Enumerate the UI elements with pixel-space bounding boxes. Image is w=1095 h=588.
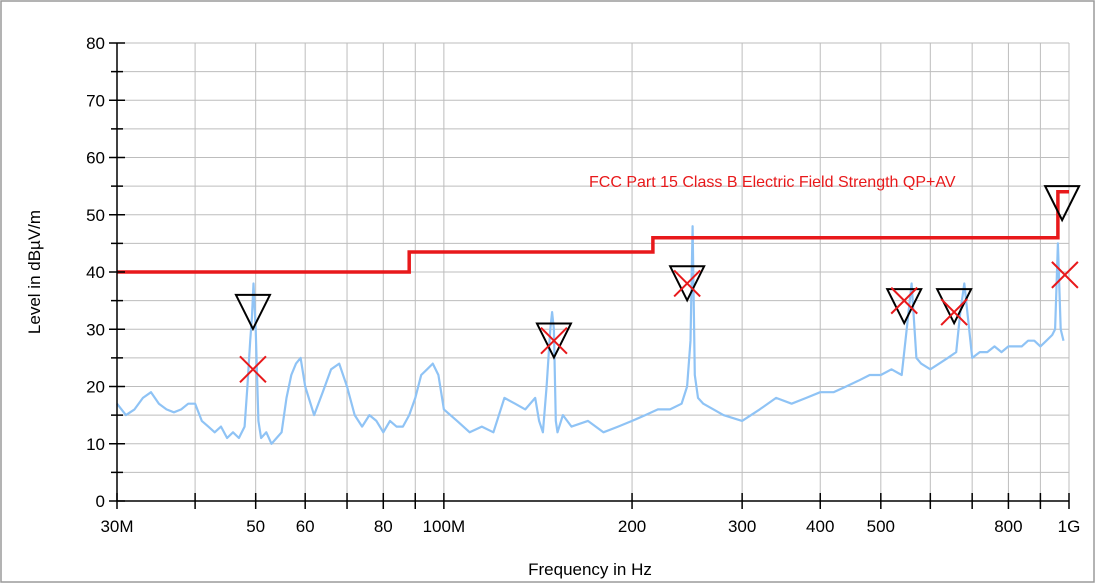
av-marker-cross (239, 355, 267, 384)
x-tick-label: 300 (728, 517, 756, 536)
x-tick-label: 800 (994, 517, 1022, 536)
av-marker-cross (540, 326, 568, 355)
y-tick-label: 50 (86, 206, 105, 225)
spectrum-trace-group (116, 225, 1065, 445)
av-marker-cross-stroke (239, 355, 267, 384)
y-tick-label: 10 (86, 435, 105, 454)
y-tick-label: 70 (86, 91, 105, 110)
x-tick-label: 30M (100, 517, 133, 536)
y-tick-label: 80 (86, 34, 105, 53)
x-tick-label: 100M (423, 517, 466, 536)
limit-line-label: FCC Part 15 Class B Electric Field Stren… (589, 174, 956, 191)
av-marker-cross-stroke (540, 326, 568, 355)
av-marker-cross (890, 286, 918, 315)
qp-marker-triangle (885, 288, 923, 326)
qp-marker-triangle (535, 322, 573, 360)
qp-marker-triangle (935, 288, 973, 326)
limit-line-group (117, 190, 1069, 274)
markers-group (234, 185, 1081, 384)
spectrum-trace (116, 225, 1065, 445)
y-tick-label: 40 (86, 263, 105, 282)
x-tick-label: 60 (296, 517, 315, 536)
av-marker-cross (940, 298, 968, 326)
qp-marker-triangle (234, 293, 272, 332)
av-marker-cross-stroke (673, 269, 701, 298)
av-marker-cross-stroke (1051, 261, 1079, 289)
x-tick-label: 400 (806, 517, 834, 536)
axes: 0 10 20 30 40 50 60 70 80 30M 50 60 80 100M 200 300 400 5… (86, 34, 1080, 536)
av-marker-cross (1051, 261, 1079, 289)
limit-line (117, 190, 1069, 274)
av-marker-cross-stroke (890, 286, 918, 315)
y-tick-label: 0 (96, 492, 105, 511)
qp-marker-triangle (668, 265, 706, 303)
x-tick-label: 200 (618, 517, 646, 536)
x-tick-label: 80 (374, 517, 393, 536)
y-tick-label: 60 (86, 149, 105, 168)
y-axis-title: Level in dBµV/m (25, 210, 44, 334)
av-marker-cross (673, 269, 701, 298)
av-marker-cross-stroke (940, 298, 968, 326)
x-tick-label: 50 (246, 517, 265, 536)
x-tick-label: 1G (1058, 517, 1081, 536)
x-tick-label: 500 (867, 517, 895, 536)
x-axis-title: Frequency in Hz (528, 560, 652, 579)
y-tick-label: 30 (86, 320, 105, 339)
qp-marker-triangle (1043, 185, 1081, 223)
y-tick-label: 20 (86, 378, 105, 397)
